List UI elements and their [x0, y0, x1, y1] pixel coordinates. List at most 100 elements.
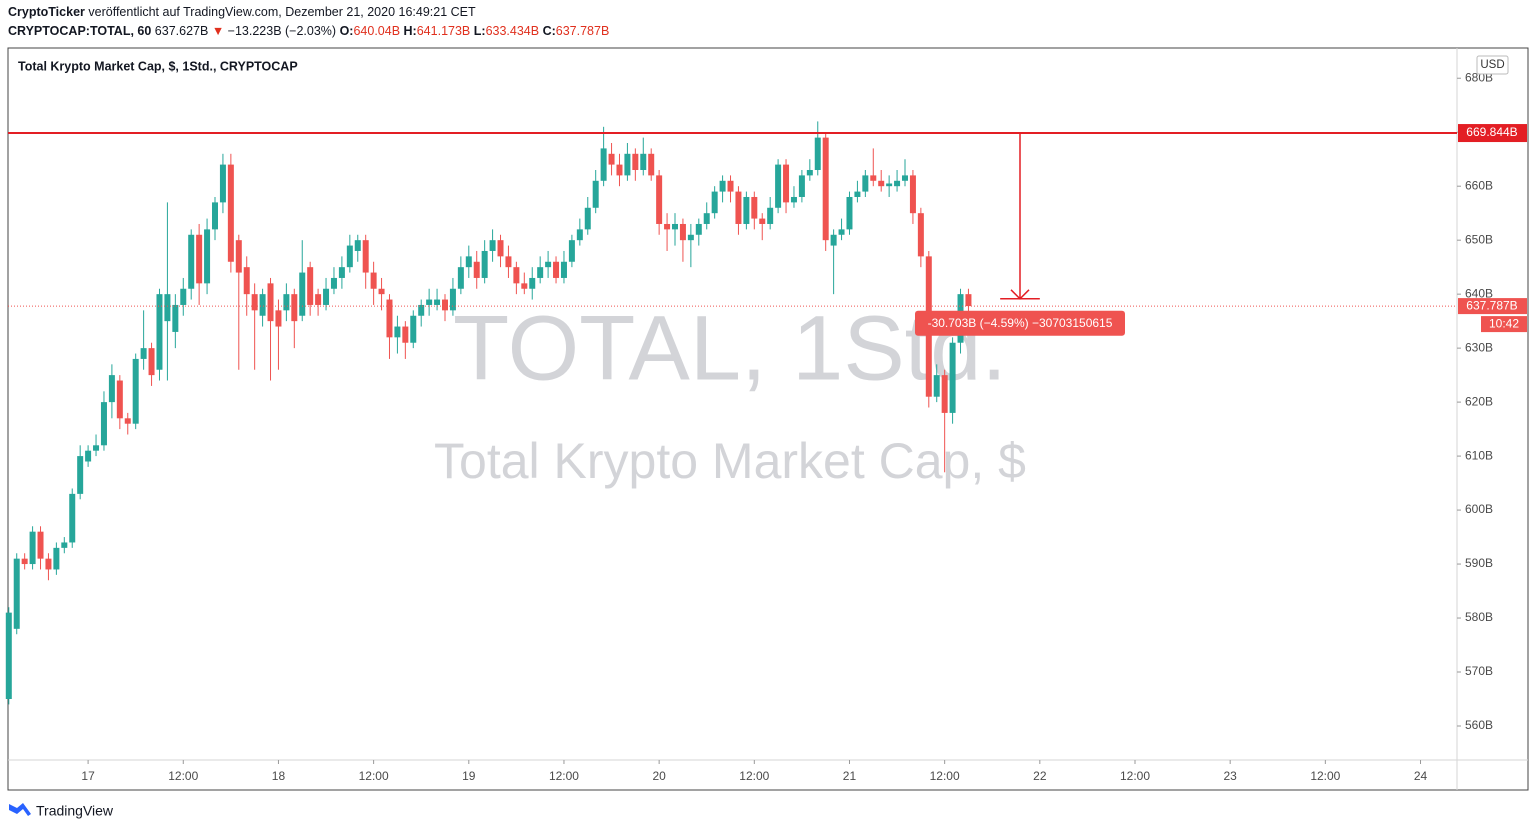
symbol: CRYPTOCAP:TOTAL, 60: [8, 24, 151, 38]
candle-body: [902, 175, 908, 181]
candle-body: [767, 207, 774, 224]
candle-body: [13, 558, 20, 629]
open-label: O:: [340, 24, 354, 38]
candle-body: [307, 267, 314, 305]
candle-body: [814, 137, 821, 170]
header-line-1: CryptoTicker veröffentlicht auf TradingV…: [8, 5, 476, 19]
change: −13.223B (−2.03%): [228, 24, 336, 38]
candle-body: [346, 245, 353, 268]
candle-body: [751, 196, 758, 219]
candle-body: [854, 191, 861, 197]
candle-body: [53, 547, 60, 570]
candle-body: [941, 375, 948, 413]
candle-body: [323, 288, 330, 305]
candle-body: [69, 493, 76, 543]
candle-body: [77, 456, 84, 494]
x-tick-label: 12:00: [930, 769, 960, 783]
x-tick-label: 18: [272, 769, 286, 783]
candle-body: [600, 148, 607, 181]
y-tick-label: 590B: [1465, 556, 1493, 570]
candle-body: [434, 299, 441, 305]
candle-body: [489, 240, 496, 251]
x-tick-label: 12:00: [359, 769, 389, 783]
candle-body: [703, 213, 710, 224]
y-tick-label: 640B: [1465, 286, 1493, 300]
x-tick-label: 12:00: [168, 769, 198, 783]
x-tick-label: 22: [1033, 769, 1047, 783]
candle-body: [759, 218, 766, 224]
candle-body: [457, 267, 464, 289]
candle-body: [21, 558, 28, 565]
footer-logo: [9, 803, 31, 816]
candle-body: [521, 283, 528, 289]
close: 637.787B: [556, 24, 610, 38]
candle-body: [656, 175, 663, 224]
candle-body: [204, 229, 211, 284]
measure-label: -30.703B (−4.59%) −30703150615: [928, 316, 1113, 330]
y-tick-label: 620B: [1465, 394, 1493, 408]
countdown-label: 10:42: [1489, 316, 1519, 330]
candle-body: [338, 267, 345, 278]
watermark-subtitle: Total Krypto Market Cap, $: [434, 433, 1026, 489]
candle-body: [917, 213, 924, 257]
currency-box: [1476, 55, 1509, 75]
candle-body: [648, 153, 655, 176]
chart-title: Total Krypto Market Cap, $, 1Std., CRYPT…: [18, 59, 298, 73]
candle-body: [291, 294, 298, 322]
candle-body: [45, 558, 52, 570]
open: 640.04B: [353, 24, 400, 38]
candle-body: [243, 267, 250, 295]
candle-body: [370, 272, 377, 289]
candle-body: [330, 277, 337, 289]
candle-body: [172, 304, 179, 332]
candle-body: [537, 267, 544, 278]
candle-body: [727, 180, 734, 192]
candle-body: [315, 294, 322, 305]
author: CryptoTicker: [8, 5, 85, 19]
chart-frame: [7, 47, 1529, 791]
candle-body: [735, 191, 742, 224]
candle-body: [529, 277, 536, 289]
x-tick-label: 20: [652, 769, 666, 783]
candle-body: [497, 240, 504, 257]
candle-body: [212, 202, 218, 230]
candle-body: [846, 196, 853, 230]
candle-body: [505, 256, 512, 268]
candle-body: [386, 299, 393, 338]
candle-body: [862, 175, 869, 192]
candle-body: [275, 310, 282, 327]
y-tick-label: 570B: [1465, 664, 1493, 678]
candle-body: [100, 402, 107, 446]
candle-body: [798, 175, 805, 197]
candle-body: [354, 240, 361, 251]
candle-body: [227, 164, 234, 262]
last: 637.627B: [155, 24, 209, 38]
candle-body: [29, 531, 36, 565]
candle-body: [108, 375, 115, 403]
candle-body: [219, 164, 226, 203]
candle-body: [85, 450, 92, 462]
candle-body: [568, 240, 575, 262]
candle-body: [592, 180, 599, 208]
candle-body: [299, 272, 306, 316]
x-tick-label: 21: [843, 769, 857, 783]
candle-body: [695, 223, 702, 235]
countdown-box: [1481, 316, 1527, 333]
candle-body: [806, 169, 813, 176]
candle-body: [719, 180, 726, 192]
candle-body: [640, 153, 647, 170]
candle-body: [553, 261, 560, 278]
candle-body: [188, 234, 195, 289]
candle-body: [473, 261, 480, 278]
candle-body: [711, 191, 718, 214]
candle-body: [783, 164, 790, 203]
y-tick-label: 580B: [1465, 610, 1493, 624]
candle-body: [148, 348, 155, 376]
candle-body: [545, 261, 552, 268]
candle-body: [886, 183, 893, 187]
candle-body: [410, 315, 417, 343]
candle-body: [394, 326, 401, 338]
candle-body: [790, 196, 797, 203]
x-tick-label: 23: [1223, 769, 1237, 783]
plot: 560B 570B 580B 590B 600B 610B 620B 630B 640B 650B…: [5, 70, 1527, 783]
